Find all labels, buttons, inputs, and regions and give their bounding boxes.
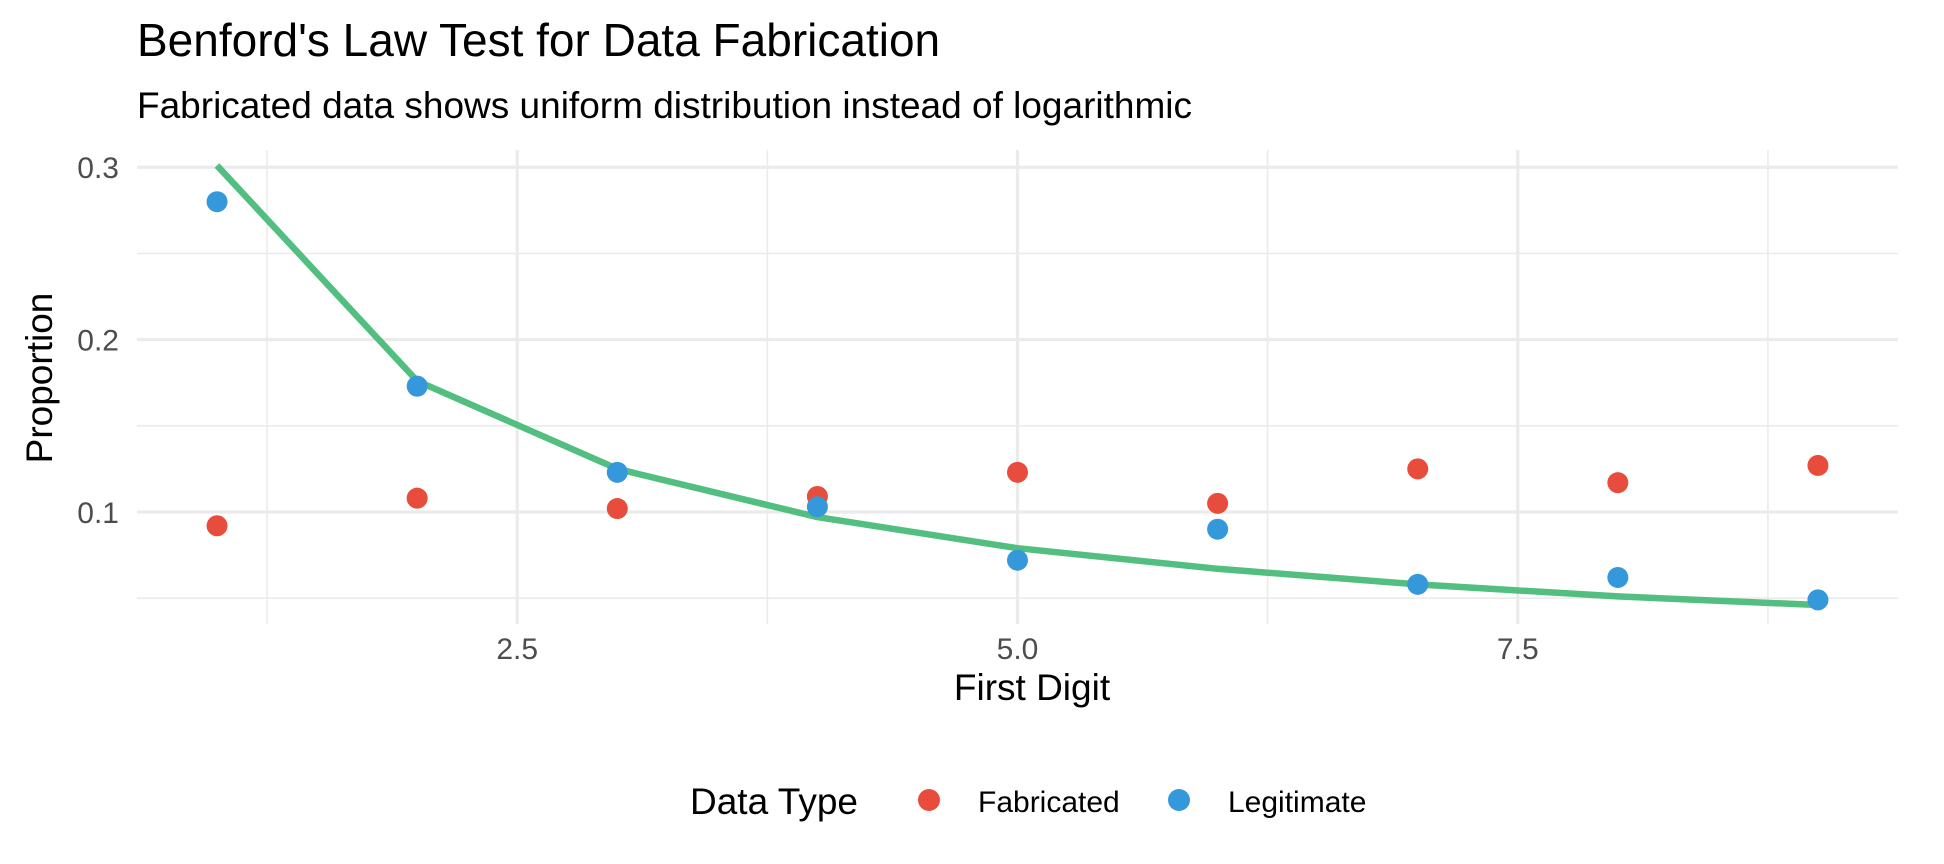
point-fabricated <box>1407 458 1429 480</box>
legend: Data Type Fabricated Legitimate <box>690 781 1366 822</box>
x-axis-ticks: 2.5 5.0 7.5 <box>496 633 1538 666</box>
point-fabricated <box>1607 472 1629 494</box>
point-legitimate <box>1607 566 1629 588</box>
legend-title: Data Type <box>690 781 858 822</box>
chart-title: Benford's Law Test for Data Fabrication <box>137 14 940 66</box>
point-legitimate <box>1207 518 1229 540</box>
y-tick-label: 0.3 <box>77 152 119 185</box>
point-legitimate <box>1407 573 1429 595</box>
x-tick-label: 2.5 <box>496 633 538 666</box>
y-tick-label: 0.1 <box>77 497 119 530</box>
point-fabricated <box>606 498 628 520</box>
point-fabricated <box>1207 492 1229 514</box>
chart-subtitle: Fabricated data shows uniform distributi… <box>137 85 1192 126</box>
point-fabricated <box>1807 454 1829 476</box>
y-axis-title: Proportion <box>19 293 60 464</box>
grid <box>137 150 1898 624</box>
legend-label-fabricated: Fabricated <box>978 786 1120 819</box>
point-fabricated <box>406 487 428 509</box>
point-legitimate <box>406 375 428 397</box>
point-legitimate <box>606 461 628 483</box>
point-legitimate <box>1807 589 1829 611</box>
y-tick-label: 0.2 <box>77 325 119 358</box>
point-legitimate <box>806 496 828 518</box>
point-legitimate <box>206 191 228 213</box>
point-fabricated <box>206 515 228 537</box>
legend-label-legitimate: Legitimate <box>1228 786 1366 819</box>
benford-reference-line <box>214 163 1819 609</box>
benford-expected-line <box>214 163 1819 609</box>
legend-key-legitimate <box>1168 789 1190 811</box>
point-legitimate <box>1007 549 1028 571</box>
data-points <box>206 191 1829 611</box>
legend-key-fabricated <box>918 789 940 811</box>
x-axis-title: First Digit <box>954 667 1111 708</box>
y-axis-ticks: 0.1 0.2 0.3 <box>77 152 119 530</box>
x-tick-label: 7.5 <box>1497 633 1539 666</box>
plot-panel <box>137 150 1898 624</box>
x-tick-label: 5.0 <box>997 633 1039 666</box>
point-fabricated <box>1007 461 1028 483</box>
